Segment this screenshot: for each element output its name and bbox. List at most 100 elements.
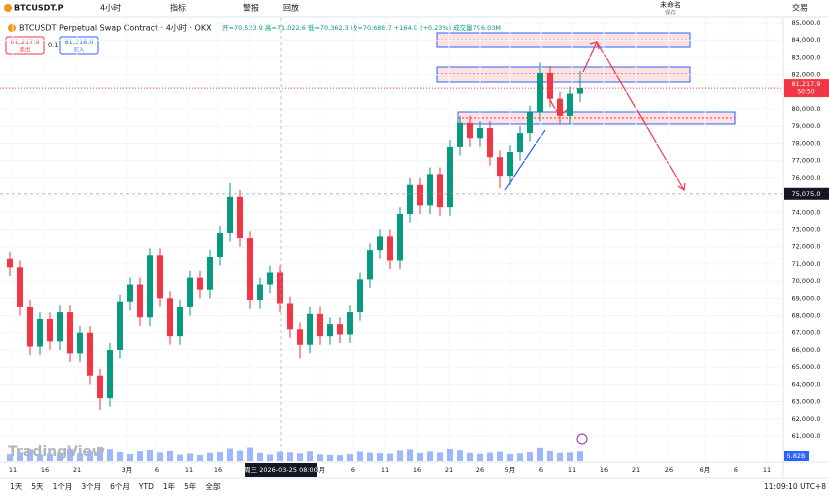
- volume-bar: [457, 450, 463, 461]
- y-tick-label: 69,000.0: [792, 294, 821, 302]
- candle-body: [377, 236, 383, 251]
- candle-body: [437, 174, 443, 208]
- candle-body: [17, 267, 23, 307]
- volume-bar: [207, 452, 213, 461]
- event-icon[interactable]: [576, 433, 588, 445]
- volume-bar: [167, 450, 173, 461]
- range-button[interactable]: 6个月: [110, 482, 130, 491]
- interval-button[interactable]: 4小时: [100, 3, 121, 13]
- candle-body: [307, 313, 313, 345]
- order-qty[interactable]: 0.1: [48, 41, 58, 49]
- chart-area: 61,000.0 62,000.0 63,000.0 64,000.0 65,000.0…: [0, 18, 829, 477]
- y-tick-label: 82,000.0: [792, 71, 821, 79]
- candle-body: [417, 184, 423, 206]
- volume-bar: [87, 450, 93, 461]
- symbol-button[interactable]: BTCUSDT.P: [14, 4, 64, 13]
- volume-bar: [67, 448, 73, 461]
- volume-bar: [237, 450, 243, 461]
- candle-body: [317, 313, 323, 337]
- x-tick-label: 6: [155, 466, 159, 474]
- y-tick-label: 66,000.0: [792, 346, 821, 354]
- indicators-button[interactable]: 指标: [170, 3, 186, 13]
- volume-bar: [547, 450, 553, 461]
- x-tick-label: 11: [568, 466, 576, 474]
- volume-bar: [117, 451, 123, 461]
- crosshair-price: 75,075.0: [792, 190, 821, 198]
- candle-body: [197, 277, 203, 290]
- y-tick-label: 64,000.0: [792, 380, 821, 388]
- candle-body: [227, 196, 233, 233]
- price-label: 81,217.9: [792, 80, 821, 88]
- y-tick-label: 70,000.0: [792, 277, 821, 285]
- y-tick-label: 73,000.0: [792, 225, 821, 233]
- arrow-head: [677, 182, 686, 192]
- buy-button[interactable]: [59, 36, 99, 55]
- candle-body: [7, 258, 13, 268]
- crosshair-price-box: [784, 187, 829, 200]
- volume-label-box: [784, 451, 809, 461]
- candle-body: [247, 238, 253, 301]
- candle-body: [257, 284, 263, 301]
- y-tick-label: 76,000.0: [792, 174, 821, 182]
- x-tick-label: 6: [539, 466, 543, 474]
- volume-bar: [407, 449, 413, 461]
- y-tick-label: 65,000.0: [792, 363, 821, 371]
- volume-bar: [317, 454, 323, 461]
- x-tick-label: 26: [665, 466, 673, 474]
- candle-body: [477, 127, 483, 139]
- volume-bar: [487, 452, 493, 461]
- candle-body: [47, 318, 53, 342]
- save-button[interactable]: 保存: [665, 9, 677, 17]
- candle-body: [157, 255, 163, 299]
- x-tick-label: 21: [632, 466, 640, 474]
- y-tick-label: 71,000.0: [792, 260, 821, 268]
- candle-body: [27, 306, 33, 347]
- candle-body: [487, 127, 493, 158]
- range-button[interactable]: 全部: [205, 481, 220, 491]
- y-tick-label: 68,000.0: [792, 312, 821, 320]
- range-button[interactable]: 3个月: [81, 482, 101, 491]
- range-button[interactable]: 1个月: [53, 482, 73, 491]
- x-tick-label: 21: [73, 466, 81, 474]
- volume-bar: [77, 453, 83, 461]
- legend-title: BTCUSDT Perpetual Swap Contract · 4小时 · …: [19, 23, 212, 33]
- alerts-button[interactable]: 警报: [243, 3, 259, 13]
- range-button[interactable]: YTD: [138, 482, 154, 491]
- volume-bar: [377, 453, 383, 461]
- candle-body: [67, 312, 73, 354]
- range-button[interactable]: 1天: [10, 482, 23, 491]
- range-button[interactable]: 1年: [163, 481, 176, 491]
- candle-body: [37, 318, 43, 347]
- replay-button[interactable]: 回放: [283, 3, 299, 13]
- volume-bar: [557, 452, 563, 461]
- watermark: TradingView: [8, 444, 105, 460]
- candle-body: [357, 279, 363, 313]
- candle-body: [147, 255, 153, 318]
- x-tick-label: 6月: [700, 466, 711, 474]
- range-button[interactable]: 5年: [184, 481, 197, 491]
- volume-bar: [347, 454, 353, 461]
- sell-button[interactable]: [5, 36, 45, 55]
- y-tick-label: 85,000.0: [792, 19, 821, 27]
- legend-icon: [8, 24, 16, 32]
- symbol-icon: [4, 4, 12, 12]
- volume-bar: [437, 452, 443, 461]
- trend-line[interactable]: [504, 129, 546, 191]
- range-button[interactable]: 5天: [31, 482, 44, 491]
- volume-bar: [567, 452, 573, 461]
- volume-bar: [127, 453, 133, 461]
- range-bar: 1天 5天 1个月 3个月 6个月 YTD 1年 5年 全部: [10, 481, 221, 491]
- x-tick-label: 16: [413, 466, 421, 474]
- crosshair-time: 周三 2026-03-25 08:00: [244, 466, 318, 474]
- trade-button[interactable]: 交易: [792, 3, 808, 13]
- sell-price: 81,217.9: [11, 38, 40, 46]
- x-tick-label: 21: [445, 466, 453, 474]
- layout-name[interactable]: 未命名: [660, 0, 681, 9]
- volume-bar: [507, 453, 513, 461]
- volume-bar: [227, 448, 233, 461]
- y-tick-label: 63,000.0: [792, 398, 821, 406]
- x-tick-label: 5月: [505, 466, 516, 474]
- volume-bar: [187, 453, 193, 461]
- candle-body: [277, 272, 283, 304]
